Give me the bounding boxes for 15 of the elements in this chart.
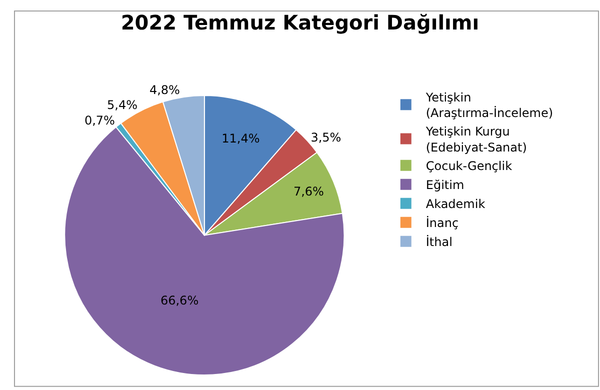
legend-label: İnanç (426, 216, 459, 230)
data-label: 3,5% (310, 130, 342, 144)
data-label: 66,6% (160, 294, 199, 308)
legend-label: Akademik (426, 197, 486, 212)
legend-label: Yetişkin (Araştırma-İnceleme) (424, 90, 554, 120)
legend-label: İthal (426, 235, 452, 250)
data-label: 5,4% (106, 98, 138, 112)
data-label: 4,8% (149, 83, 180, 98)
legend-label: Yetişkin Kurgu (Edebiyat-Sanat) (424, 124, 527, 154)
data-label: 11,4% (222, 131, 260, 146)
data-label: 0,7% (84, 114, 115, 128)
legend-label: Çocuk-Gençlik (426, 159, 512, 174)
chart-title: 2022 Temmuz Kategori Dağılımı (120, 10, 480, 35)
legend-label: Eğitim (426, 178, 464, 192)
data-label: 7,6% (293, 184, 324, 199)
